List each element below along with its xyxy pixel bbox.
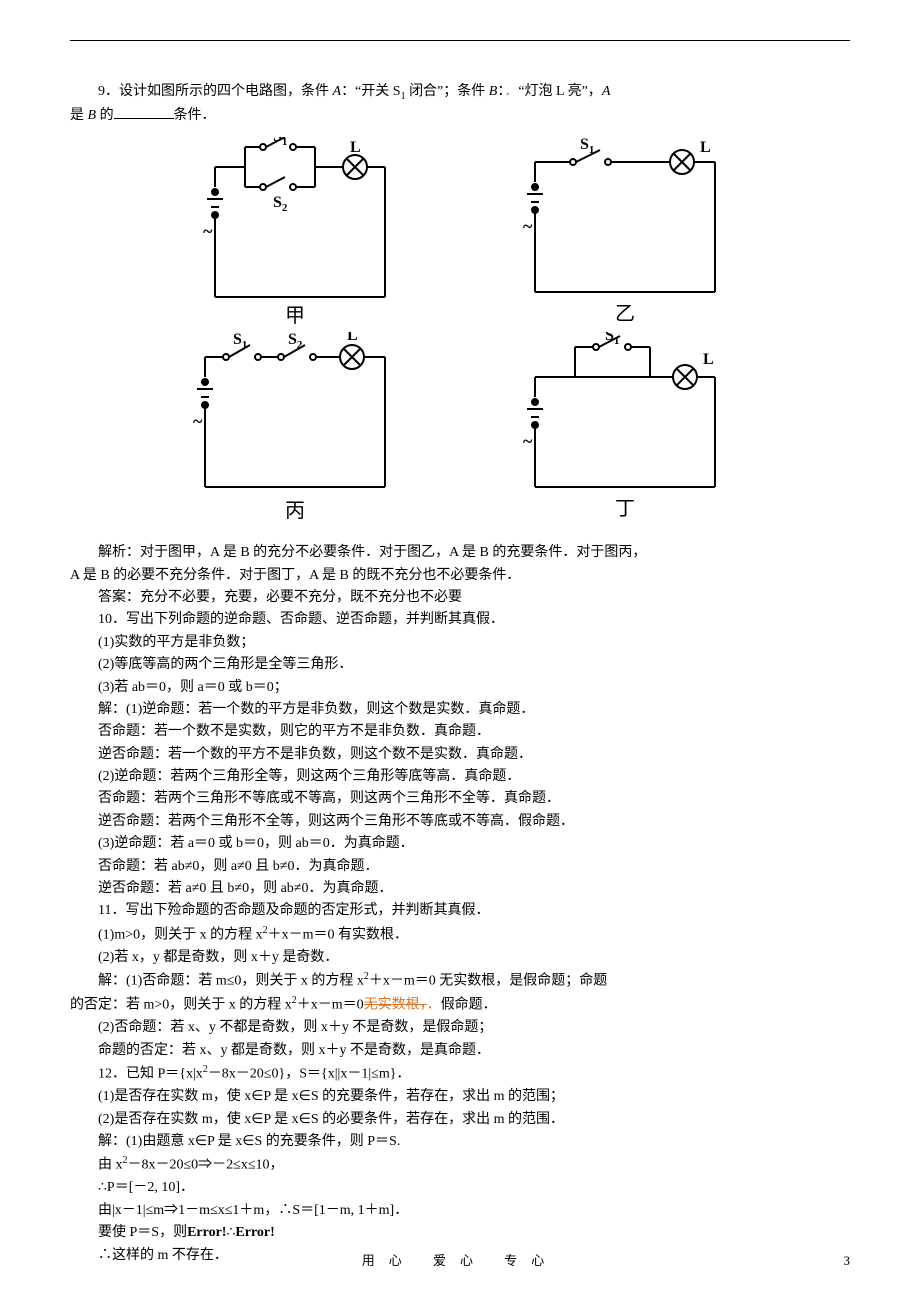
ding-label: 丁 <box>615 498 635 520</box>
l-label-ding: L <box>703 351 714 368</box>
yi-label: 乙 <box>615 303 635 325</box>
bing-label: 丙 <box>285 500 305 522</box>
q9-A2: A <box>602 84 611 99</box>
q12-t1: 12．已知 P＝{x|x2－8x－20≤0}，S＝{x||x－1|≤m}． <box>70 1062 850 1086</box>
circuit-yi: S1 L ~ 乙 <box>515 137 735 327</box>
q12-s1: 解：(1)由题意 x∈P 是 x∈S 的充要条件，则 P＝S. <box>70 1131 850 1153</box>
circuit-ding: S1 L ~ 丁 <box>515 332 735 522</box>
l-label: L <box>350 139 361 156</box>
footer: 用心 爱心 专心 <box>0 1251 920 1272</box>
s1-label-yi: S1 <box>580 137 594 156</box>
q9-l2d: 条件． <box>174 108 216 123</box>
q10-i3: (3)若 ab＝0，则 a＝0 或 b＝0； <box>70 677 850 699</box>
q10-s3: 逆否命题：若一个数的平方不是非负数，则这个数不是实数．真命题． <box>70 744 850 766</box>
q11-s2a: 的否定：若 m>0，则关于 x 的方程 x <box>70 998 292 1013</box>
q12-t1b: －8x－20≤0}，S＝{x||x－1|≤m}． <box>208 1067 411 1082</box>
q9-l2b: B <box>88 108 97 123</box>
q11-dot: ． <box>427 998 441 1013</box>
q11-s2d: 假命题． <box>441 998 497 1013</box>
s2-label-bing: S2 <box>288 332 303 351</box>
q10-s2: 否命题：若一个数不是实数，则它的平方不是非负数．真命题． <box>70 721 850 743</box>
page-number: 3 <box>844 1251 851 1272</box>
q12-i2: (2)是否存在实数 m，使 x∈P 是 x∈S 的必要条件，若存在，求出 m 的… <box>70 1109 850 1131</box>
q12-s3: ∴P＝[－2, 10]． <box>70 1177 850 1199</box>
footer-text: 用心 爱心 专心 <box>362 1253 559 1268</box>
q9-A: A <box>333 84 342 99</box>
q11-s4: 命题的否定：若 x、y 都是奇数，则 x＋y 不是奇数，是真命题． <box>70 1040 850 1062</box>
q12-s5d: Error! <box>235 1225 274 1240</box>
tilde-yi: ~ <box>523 216 533 236</box>
q9-line1: 9．设计如图所示的四个电路图，条件 A：“开关 S1 闭合”；条件 B：．“灯泡… <box>70 81 850 105</box>
q10-s1: 解：(1)逆命题：若一个数的平方是非负数，则这个数是实数．真命题． <box>70 699 850 721</box>
q11-title: 11．写出下殓命题的否命题及命题的否定形式，并判断其真假． <box>70 900 850 922</box>
q9-l2a: 是 <box>70 108 88 123</box>
q11-s2b: ＋x－m＝0 <box>297 998 364 1013</box>
q12-s4: 由|x－1|≤m⇒1－m≤x≤1＋m，∴S＝[1－m, 1＋m]． <box>70 1200 850 1222</box>
q10-s5: 否命题：若两个三角形不等底或不等高，则这两个三角形不全等．真命题． <box>70 788 850 810</box>
l-label-yi: L <box>700 139 711 156</box>
q11-i1a: (1)m>0，则关于 x 的方程 x <box>98 927 263 942</box>
q9-dot: ． <box>504 84 518 99</box>
circuit-diagrams: S1 S2 L ~ 甲 <box>70 137 850 527</box>
q9-Ae: 闭合”；条件 <box>406 84 489 99</box>
s2-label: S2 <box>273 194 288 214</box>
q10-s6: 逆否命题：若两个三角形不全等，则这两个三角形不等底或不等高．假命题． <box>70 811 850 833</box>
s1-label: S1 <box>273 137 287 148</box>
q10-s9: 逆否命题：若 a≠0 且 b≠0，则 ab≠0．为真命题． <box>70 878 850 900</box>
q10-s4: (2)逆命题：若两个三角形全等，则这两个三角形等底等高．真命题． <box>70 766 850 788</box>
q11-i1: (1)m>0，则关于 x 的方程 x2＋x－m＝0 有实数根． <box>70 923 850 947</box>
q9-Bt: “灯泡 L 亮”， <box>518 84 601 99</box>
q10-title: 10．写出下列命题的逆命题、否命题、逆否命题，并判断其真假． <box>70 609 850 631</box>
diagram-row-2: S1 S2 L ~ 丙 <box>185 332 735 522</box>
q12-s5b: Error! <box>187 1225 226 1240</box>
blank-fill <box>114 105 174 119</box>
q12-s2: 由 x2－8x－20≤0⇒－2≤x≤10， <box>70 1153 850 1177</box>
q11-s2c: 无实数根， <box>364 998 427 1013</box>
q10-s7: (3)逆命题：若 a＝0 或 b＝0，则 ab＝0．为真命题． <box>70 833 850 855</box>
l-label-bing: L <box>347 332 358 344</box>
tilde-ding: ~ <box>523 431 533 451</box>
q9-line2: 是 B 的 条件． <box>70 105 850 127</box>
q11-i2: (2)若 x，y 都是奇数，则 x＋y 是奇数． <box>70 947 850 969</box>
q11-s1a: 解：(1)否命题：若 m≤0，则关于 x 的方程 x <box>98 974 364 989</box>
circuit-bing: S1 S2 L ~ 丙 <box>185 332 405 522</box>
q11-s3: (2)否命题：若 x、y 不都是奇数，则 x＋y 不是奇数，是假命题； <box>70 1017 850 1039</box>
q10-s8: 否命题：若 ab≠0，则 a≠0 且 b≠0．为真命题． <box>70 856 850 878</box>
q10-i2: (2)等底等高的两个三角形是全等三角形． <box>70 654 850 676</box>
q11-i1b: ＋x－m＝0 有实数根． <box>268 927 408 942</box>
q12-s2b: －8x－20≤0⇒－2≤x≤10， <box>128 1158 284 1173</box>
q9-intro: 9．设计如图所示的四个电路图，条件 <box>98 84 333 99</box>
q12-s5a: 要使 P＝S，则 <box>98 1225 187 1240</box>
diagram-row-1: S1 S2 L ~ 甲 <box>185 137 735 327</box>
tilde-bing: ~ <box>193 411 203 431</box>
q9-l2c: 的 <box>96 108 114 123</box>
tilde: ~ <box>203 221 213 241</box>
q12-s5: 要使 P＝S，则Error!∴Error! <box>70 1222 850 1244</box>
q12-s2a: 由 x <box>98 1158 123 1173</box>
q11-s1b: ＋x－m＝0 无实数根，是假命题；命题 <box>369 974 607 989</box>
q12-i1: (1)是否存在实数 m，使 x∈P 是 x∈S 的充要条件，若存在，求出 m 的… <box>70 1086 850 1108</box>
q11-s2: 的否定：若 m>0，则关于 x 的方程 x2＋x－m＝0无实数根，．假命题． <box>70 993 850 1017</box>
analysis-p1: 解析：对于图甲，A 是 B 的充分不必要条件．对于图乙，A 是 B 的充要条件．… <box>70 542 850 564</box>
q11-s1: 解：(1)否命题：若 m≤0，则关于 x 的方程 x2＋x－m＝0 无实数根，是… <box>70 969 850 993</box>
analysis-ans: 答案：充分不必要，充要，必要不充分，既不充分也不必要 <box>70 587 850 609</box>
s1-label-ding: S1 <box>605 332 619 347</box>
s1-label-bing: S1 <box>233 332 247 351</box>
q10-i1: (1)实数的平方是非负数； <box>70 632 850 654</box>
jia-label: 甲 <box>285 305 305 327</box>
q12-t1a: 12．已知 P＝{x|x <box>98 1067 203 1082</box>
circuit-jia: S1 S2 L ~ 甲 <box>185 137 405 327</box>
q9-At: ：“开关 S <box>341 84 401 99</box>
top-rule <box>70 40 850 41</box>
analysis-p2: A 是 B 的必要不充分条件．对于图丁，A 是 B 的既不充分也不必要条件． <box>70 565 850 587</box>
